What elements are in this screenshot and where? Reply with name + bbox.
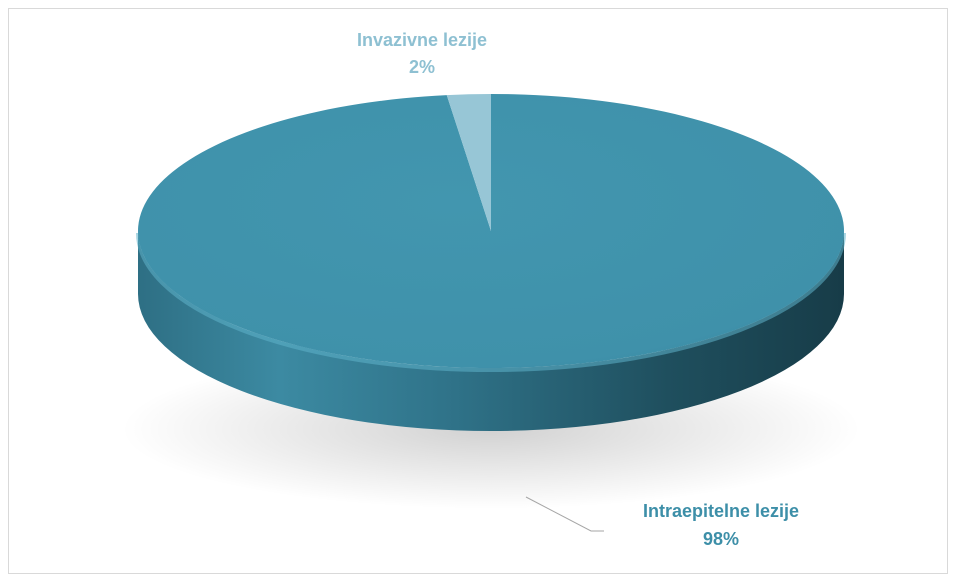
slice-value-label: 98% — [703, 529, 739, 549]
pie-chart: Intraepitelne lezije 98% Invazivne lezije 2… — [121, 30, 861, 549]
slice-name-label: Invazivne lezije — [357, 30, 487, 50]
leader-line — [525, 496, 604, 532]
pie-rim-highlight — [136, 232, 846, 372]
slice-value-label: 2% — [409, 57, 435, 77]
slice-name-label: Intraepitelne lezije — [643, 501, 799, 521]
pie-labels: Intraepitelne lezije 98% Invazivne lezije 2… — [357, 30, 799, 549]
pie-slice-invazivne-lezije — [446, 94, 491, 231]
pie-top — [137, 94, 844, 368]
pie-slice-intraepitelne-lezije — [137, 94, 844, 368]
pie-side — [136, 231, 846, 431]
pie-side-band — [138, 231, 844, 431]
chart-frame: Intraepitelne lezije 98% Invazivne lezije 2… — [8, 8, 948, 574]
